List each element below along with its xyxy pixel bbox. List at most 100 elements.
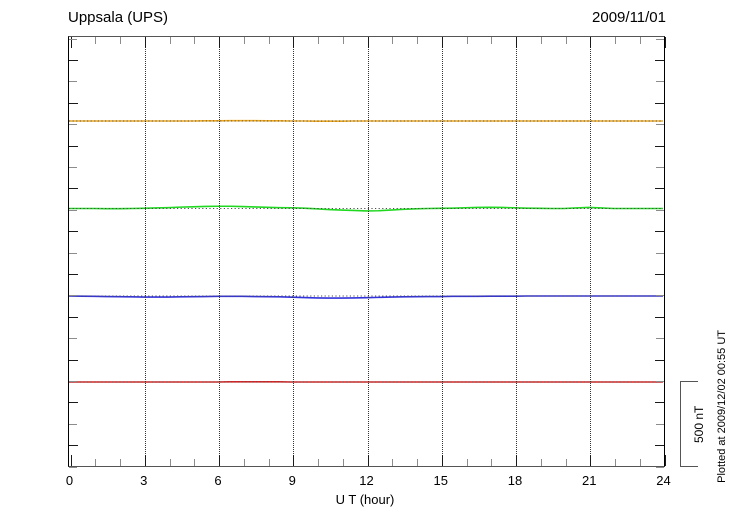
scale-bar-label: 500 nT bbox=[692, 405, 706, 443]
x-axis-tick-top bbox=[590, 37, 592, 48]
y-axis-tick bbox=[69, 359, 78, 361]
x-axis-tick-top bbox=[417, 37, 418, 44]
x-axis-tick bbox=[392, 459, 394, 466]
x-axis-tick-label: 6 bbox=[214, 473, 222, 488]
x-axis-tick bbox=[219, 455, 220, 466]
trace-f bbox=[69, 119, 663, 122]
x-axis-tick-top bbox=[243, 37, 245, 44]
x-axis-tick-top bbox=[120, 37, 121, 44]
x-axis-tick-top bbox=[639, 37, 641, 44]
y-axis-tick bbox=[69, 59, 78, 61]
y-axis-tick-right bbox=[655, 231, 664, 233]
y-axis-tick-right bbox=[656, 380, 664, 382]
y-axis-tick-right bbox=[656, 295, 664, 297]
y-axis-tick bbox=[69, 316, 78, 318]
x-axis-tick bbox=[540, 459, 542, 466]
y-axis-tick bbox=[69, 252, 77, 254]
x-axis-tick bbox=[491, 459, 493, 466]
x-axis-tick-top bbox=[540, 37, 542, 44]
data-traces bbox=[69, 119, 663, 383]
x-axis-tick bbox=[243, 459, 245, 466]
y-axis-tick-right bbox=[655, 359, 664, 361]
trace-y bbox=[69, 295, 663, 299]
x-axis-tick-label: 15 bbox=[433, 473, 448, 488]
x-axis-tick-top bbox=[615, 37, 616, 44]
x-axis-tick-top bbox=[367, 37, 369, 48]
y-axis-tick bbox=[69, 102, 78, 104]
x-axis-tick-top bbox=[169, 37, 171, 44]
y-axis-tick bbox=[69, 273, 78, 275]
x-axis-tick-label: 12 bbox=[359, 473, 374, 488]
x-axis-tick-label: 3 bbox=[140, 473, 148, 488]
x-axis-tick-top bbox=[441, 37, 443, 48]
grid-line-vertical bbox=[219, 37, 220, 466]
x-axis-tick-top bbox=[194, 37, 196, 44]
x-axis-tick-label: 9 bbox=[288, 473, 296, 488]
x-axis-tick bbox=[70, 455, 72, 466]
x-axis-tick bbox=[95, 459, 97, 466]
date-label: 2009/11/01 bbox=[592, 9, 666, 26]
x-axis-tick bbox=[169, 459, 171, 466]
x-axis-tick bbox=[367, 455, 369, 466]
grid-line-vertical bbox=[144, 37, 146, 466]
x-axis-tick bbox=[318, 459, 319, 466]
y-axis-tick-right bbox=[655, 59, 664, 61]
grid-line-vertical bbox=[516, 37, 517, 466]
y-axis-tick-right bbox=[655, 316, 664, 318]
x-axis-tick bbox=[590, 455, 592, 466]
y-axis-tick-right bbox=[656, 252, 664, 254]
y-axis-tick bbox=[69, 209, 77, 211]
y-axis-tick bbox=[69, 338, 77, 340]
y-axis-tick-right bbox=[656, 209, 664, 211]
x-axis-tick-top bbox=[342, 37, 344, 44]
x-axis-tick bbox=[268, 459, 270, 466]
x-axis-tick-top bbox=[144, 37, 146, 48]
x-axis-tick-top bbox=[466, 37, 468, 44]
x-axis-tick bbox=[144, 455, 146, 466]
y-axis-tick-right bbox=[656, 338, 664, 340]
grid-line-vertical bbox=[367, 37, 369, 466]
y-axis-tick bbox=[69, 295, 77, 297]
x-axis-tick bbox=[615, 459, 616, 466]
y-axis-tick-right bbox=[656, 38, 664, 40]
x-axis-tick-top bbox=[392, 37, 394, 44]
x-axis-tick bbox=[441, 455, 443, 466]
plot-frame bbox=[68, 36, 666, 468]
y-axis-tick bbox=[69, 38, 77, 40]
y-axis-tick bbox=[69, 423, 77, 425]
y-axis-tick bbox=[69, 145, 78, 147]
x-axis-tick bbox=[293, 455, 295, 466]
x-axis-tick-top bbox=[95, 37, 97, 44]
y-axis-tick bbox=[69, 380, 77, 382]
x-axis-tick bbox=[120, 459, 121, 466]
y-axis-tick-right bbox=[655, 273, 664, 275]
x-axis-tick-top bbox=[491, 37, 493, 44]
grid-line-vertical bbox=[590, 37, 592, 466]
plot-canvas bbox=[69, 37, 664, 466]
x-axis-tick-top bbox=[219, 37, 220, 48]
y-axis-tick-right bbox=[656, 124, 664, 126]
x-axis-tick-label: 0 bbox=[65, 473, 74, 488]
y-axis-tick bbox=[69, 402, 78, 404]
x-axis-tick bbox=[516, 455, 517, 466]
y-axis-tick bbox=[69, 166, 77, 168]
y-axis-tick bbox=[69, 445, 78, 447]
x-axis-tick bbox=[565, 459, 567, 466]
plotted-at-timestamp: Plotted at 2009/12/02 00:55 UT bbox=[716, 330, 728, 483]
x-axis-tick bbox=[664, 455, 666, 466]
x-axis-tick-label: 18 bbox=[507, 473, 523, 488]
x-axis-title: U T (hour) bbox=[335, 492, 395, 507]
trace-x bbox=[69, 205, 663, 212]
x-axis-tick bbox=[194, 459, 196, 466]
x-axis-tick-top bbox=[565, 37, 567, 44]
y-axis-tick-right bbox=[655, 102, 664, 104]
y-axis-tick bbox=[69, 466, 77, 468]
y-axis-tick bbox=[69, 231, 78, 233]
y-axis-tick-right bbox=[656, 81, 664, 83]
y-axis-tick-right bbox=[655, 402, 664, 404]
x-axis-tick-top bbox=[664, 37, 666, 48]
y-axis-tick-right bbox=[655, 445, 664, 447]
y-axis-tick-right bbox=[655, 145, 664, 147]
x-axis-tick-label: 24 bbox=[656, 473, 671, 488]
